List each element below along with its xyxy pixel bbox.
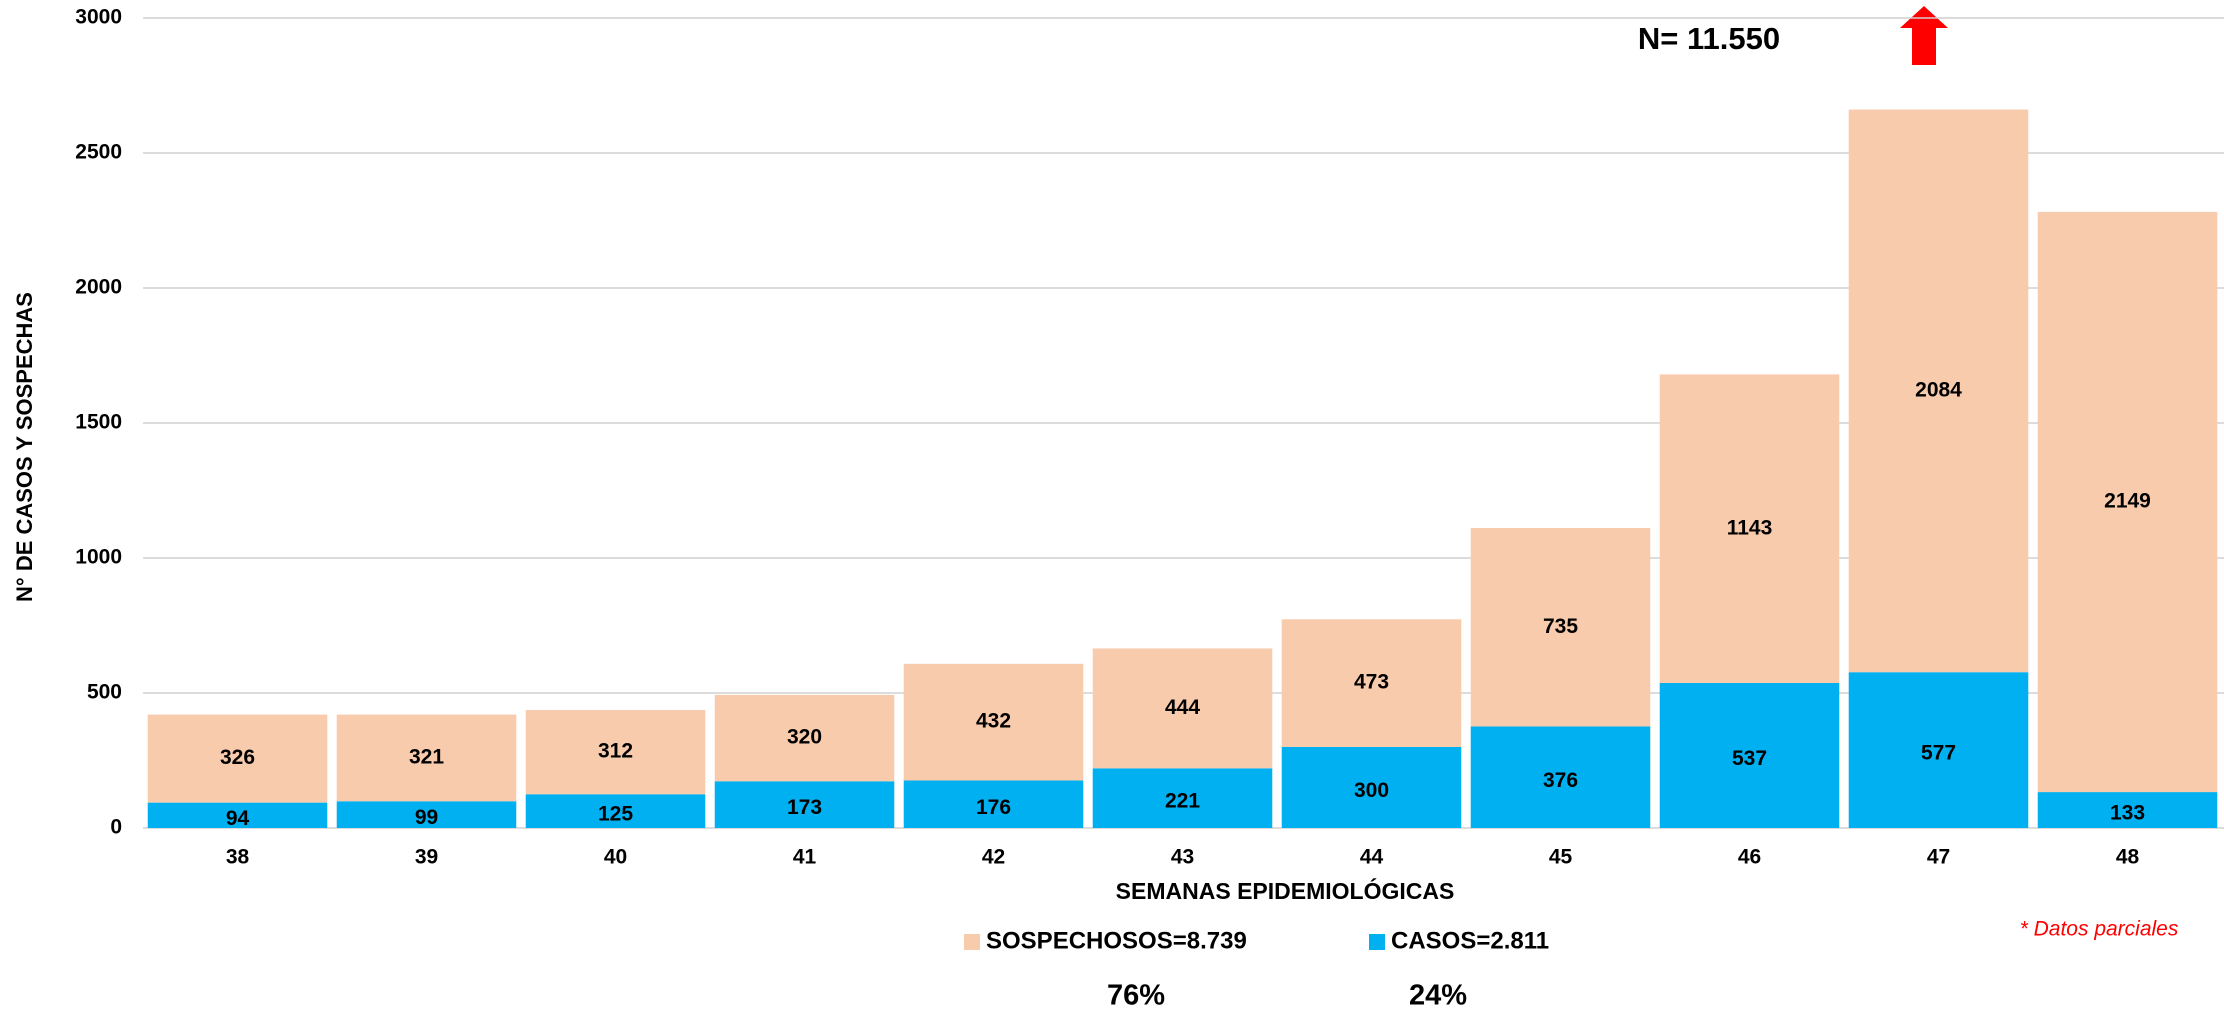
x-tick-label: 43 bbox=[1171, 846, 1194, 869]
value-label: 133 bbox=[2110, 802, 2145, 825]
value-label: 125 bbox=[598, 803, 633, 826]
bar-segment bbox=[1281, 747, 1462, 828]
value-label: 432 bbox=[976, 710, 1011, 733]
value-label: 2084 bbox=[1915, 378, 1962, 401]
y-tick-label: 3000 bbox=[75, 6, 122, 29]
value-label: 735 bbox=[1543, 615, 1578, 638]
bar-segment bbox=[714, 694, 895, 782]
bar-segment bbox=[147, 802, 328, 828]
value-label: 173 bbox=[787, 796, 822, 819]
x-tick-label: 40 bbox=[604, 846, 627, 869]
y-tick-label: 500 bbox=[87, 681, 122, 704]
bar-segment bbox=[1470, 528, 1651, 727]
bar-segment bbox=[1281, 619, 1462, 747]
y-tick-label: 0 bbox=[110, 816, 122, 839]
bar-segment bbox=[903, 663, 1084, 781]
x-tick-label: 48 bbox=[2116, 846, 2140, 869]
value-label: 94 bbox=[226, 807, 250, 830]
bar-segment bbox=[1848, 109, 2029, 673]
up-arrow bbox=[1900, 6, 1948, 65]
value-label: 473 bbox=[1354, 671, 1389, 694]
x-tick-label: 47 bbox=[1927, 846, 1950, 869]
bar-segment bbox=[336, 801, 517, 828]
value-label: 321 bbox=[409, 745, 444, 768]
bar-segment bbox=[525, 710, 706, 795]
y-tick-label: 1500 bbox=[75, 411, 122, 434]
y-axis-title: N° DE CASOS Y SOSPECHAS bbox=[12, 292, 37, 602]
bar-segment bbox=[1659, 683, 1840, 828]
bar-segment bbox=[903, 780, 1084, 828]
bar-segment bbox=[2037, 792, 2218, 828]
x-axis-title: SEMANAS EPIDEMIOLÓGICAS bbox=[1116, 877, 1455, 904]
y-tick-label: 2000 bbox=[75, 276, 122, 299]
value-label: 537 bbox=[1732, 747, 1767, 770]
bar-segment bbox=[147, 714, 328, 803]
bar-segment bbox=[2037, 211, 2218, 793]
value-label: 99 bbox=[415, 806, 438, 829]
bar-segment bbox=[1092, 768, 1273, 828]
value-label: 444 bbox=[1165, 696, 1200, 719]
value-label: 2149 bbox=[2104, 490, 2151, 513]
x-tick-label: 39 bbox=[415, 846, 438, 869]
x-tick-label: 44 bbox=[1360, 846, 1384, 869]
bar-segment bbox=[714, 781, 895, 828]
y-tick-label: 1000 bbox=[75, 546, 122, 569]
value-label: 176 bbox=[976, 796, 1011, 819]
value-label: 326 bbox=[220, 746, 255, 769]
x-tick-label: 41 bbox=[793, 846, 817, 869]
value-label: 221 bbox=[1165, 790, 1200, 813]
bar-segment bbox=[336, 714, 517, 802]
value-label: 1143 bbox=[1727, 516, 1773, 539]
value-label: 300 bbox=[1354, 779, 1389, 802]
x-tick-label: 45 bbox=[1549, 846, 1573, 869]
percent-label: 76% bbox=[1107, 980, 1165, 1011]
partial-note: * Datos parciales bbox=[2020, 918, 2179, 941]
legend-swatch bbox=[1369, 934, 1385, 950]
bar-segment bbox=[525, 794, 706, 828]
bar-segment bbox=[1659, 374, 1840, 684]
y-tick-label: 2500 bbox=[75, 141, 122, 164]
x-tick-label: 42 bbox=[982, 846, 1005, 869]
legend-label: SOSPECHOSOS=8.739 bbox=[986, 927, 1247, 954]
bar-segment bbox=[1470, 726, 1651, 828]
value-label: 577 bbox=[1921, 742, 1956, 765]
value-label: 312 bbox=[598, 740, 633, 763]
percent-label: 24% bbox=[1409, 980, 1467, 1011]
bar-segment bbox=[1848, 672, 2029, 828]
bar-segment bbox=[1092, 648, 1273, 769]
legend-label: CASOS=2.811 bbox=[1391, 927, 1549, 954]
value-label: 376 bbox=[1543, 769, 1578, 792]
x-tick-label: 38 bbox=[226, 846, 250, 869]
x-tick-label: 46 bbox=[1738, 846, 1761, 869]
legend-swatch bbox=[964, 934, 980, 950]
total-annotation: N= 11.550 bbox=[1638, 21, 1780, 56]
value-label: 320 bbox=[787, 726, 822, 749]
